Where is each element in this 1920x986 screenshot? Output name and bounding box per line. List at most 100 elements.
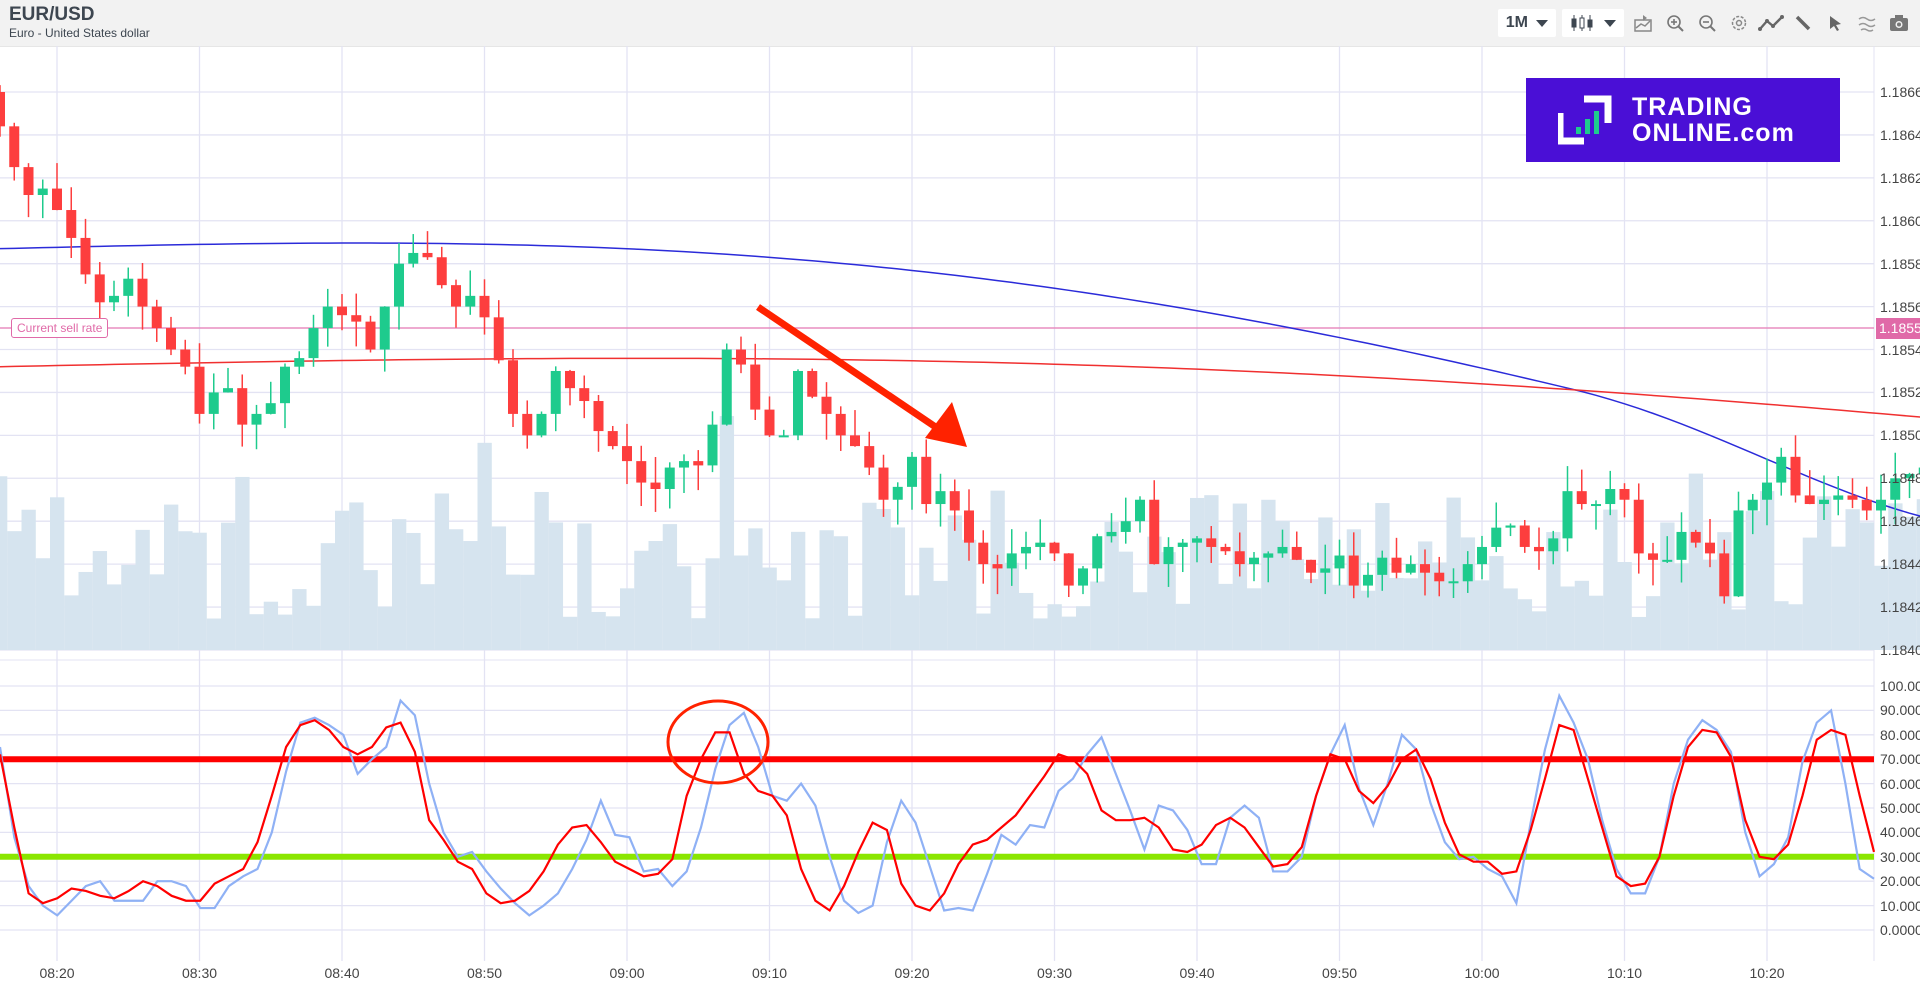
oscillator-tick-label: 80.000 <box>1880 726 1920 743</box>
candle <box>23 167 34 196</box>
chart-type-dropdown[interactable] <box>1562 9 1624 37</box>
candle <box>1819 499 1829 505</box>
tradingonline-logo: TRADING ONLINE.com <box>1526 78 1840 162</box>
candle <box>151 306 162 329</box>
candle <box>1291 546 1302 560</box>
candle <box>337 306 347 316</box>
candle <box>607 431 618 447</box>
zoom-in-button[interactable] <box>1662 9 1688 37</box>
candle <box>223 388 233 393</box>
settings-button[interactable] <box>1726 9 1752 37</box>
price-tick-label: 1.1846 <box>1880 513 1920 530</box>
timeframe-dropdown[interactable]: 1M <box>1497 9 1556 37</box>
candle <box>180 349 191 367</box>
logo-chart-icon <box>1558 95 1612 145</box>
candle <box>465 295 476 307</box>
candle <box>536 413 547 436</box>
candle <box>1619 489 1630 500</box>
candle <box>493 317 504 361</box>
candle <box>1648 553 1658 560</box>
pencil-icon <box>1795 15 1811 31</box>
candle <box>1163 546 1174 565</box>
time-tick-label: 09:00 <box>609 965 645 981</box>
stochastic-k-line <box>0 692 1875 917</box>
candle <box>109 295 119 303</box>
candle <box>1477 546 1487 565</box>
price-tick-label: 1.1848 <box>1880 470 1920 487</box>
draw-button[interactable] <box>1790 9 1816 37</box>
candle <box>793 370 803 436</box>
candle <box>166 328 176 350</box>
candle <box>379 306 390 350</box>
oscillator-tick-label: 20.000 <box>1880 873 1920 890</box>
current-sell-rate-label: Current sell rate <box>11 318 109 338</box>
candlestick-type-icon <box>1571 15 1593 31</box>
oscillator-tick-label: 70.000 <box>1880 751 1920 768</box>
circle-annotation <box>666 699 770 785</box>
patterns-icon <box>1858 16 1876 32</box>
oscillator-tick-label: 10.000 <box>1880 897 1920 914</box>
candle <box>308 328 319 359</box>
candle <box>1519 525 1530 547</box>
candle <box>265 403 276 414</box>
trendline-button[interactable] <box>1758 9 1784 37</box>
time-tick-label: 09:40 <box>1179 965 1215 981</box>
candle <box>508 360 518 414</box>
time-tick-label: 09:50 <box>1321 965 1358 981</box>
screenshot-button[interactable] <box>1886 9 1912 37</box>
candle <box>1391 557 1402 573</box>
candle <box>807 370 818 397</box>
candle <box>351 315 362 322</box>
candle <box>208 392 219 414</box>
time-tick-label: 08:50 <box>466 965 503 981</box>
candle <box>237 388 248 425</box>
zoom-out-icon <box>1699 15 1716 32</box>
price-chart-canvas[interactable] <box>0 46 1920 986</box>
candle <box>850 435 860 447</box>
oscillator-tick-label: 30.000 <box>1880 848 1920 865</box>
patterns-button[interactable] <box>1854 9 1880 37</box>
candle <box>1890 478 1901 500</box>
line-draw-icon <box>1758 15 1784 31</box>
candle <box>1676 531 1687 560</box>
candle <box>1120 521 1131 532</box>
settings-icon <box>1731 15 1747 31</box>
candle <box>1063 553 1074 586</box>
candle <box>1306 559 1316 573</box>
candle <box>1363 574 1373 586</box>
time-tick-label: 10:20 <box>1749 965 1785 981</box>
indicators-button[interactable] <box>1630 9 1656 37</box>
candle <box>436 257 447 286</box>
candle <box>636 461 647 483</box>
candle <box>1448 581 1459 584</box>
candle <box>1790 456 1801 496</box>
candle <box>1491 527 1502 547</box>
candle <box>522 413 533 436</box>
candle <box>80 237 91 275</box>
candle <box>94 274 105 303</box>
candle <box>764 409 775 436</box>
oscillator-tick-label: 50.000 <box>1880 800 1920 816</box>
candle <box>821 396 832 414</box>
logo-line1: TRADING <box>1632 93 1753 121</box>
time-tick-label: 08:20 <box>39 965 75 981</box>
candle <box>1804 495 1815 505</box>
candle <box>1719 553 1730 597</box>
candle <box>978 542 989 565</box>
candle <box>1762 482 1772 500</box>
candle <box>664 467 675 490</box>
oscillator-tick-label: 100.00 <box>1880 678 1920 694</box>
candle <box>1320 568 1331 573</box>
time-tick-label: 09:20 <box>894 965 930 981</box>
candle <box>1434 572 1445 582</box>
candle <box>194 366 205 414</box>
candle <box>1562 491 1573 539</box>
zoom-out-button[interactable] <box>1694 9 1720 37</box>
logo-line2: ONLINE.com <box>1632 119 1795 147</box>
chart-toolbar: 1M <box>1497 8 1920 38</box>
candle <box>1220 546 1231 552</box>
volume-bars <box>0 416 1920 650</box>
candle <box>1334 555 1345 569</box>
price-tick-label: 1.1858 <box>1880 255 1920 272</box>
cursor-button[interactable] <box>1822 9 1848 37</box>
